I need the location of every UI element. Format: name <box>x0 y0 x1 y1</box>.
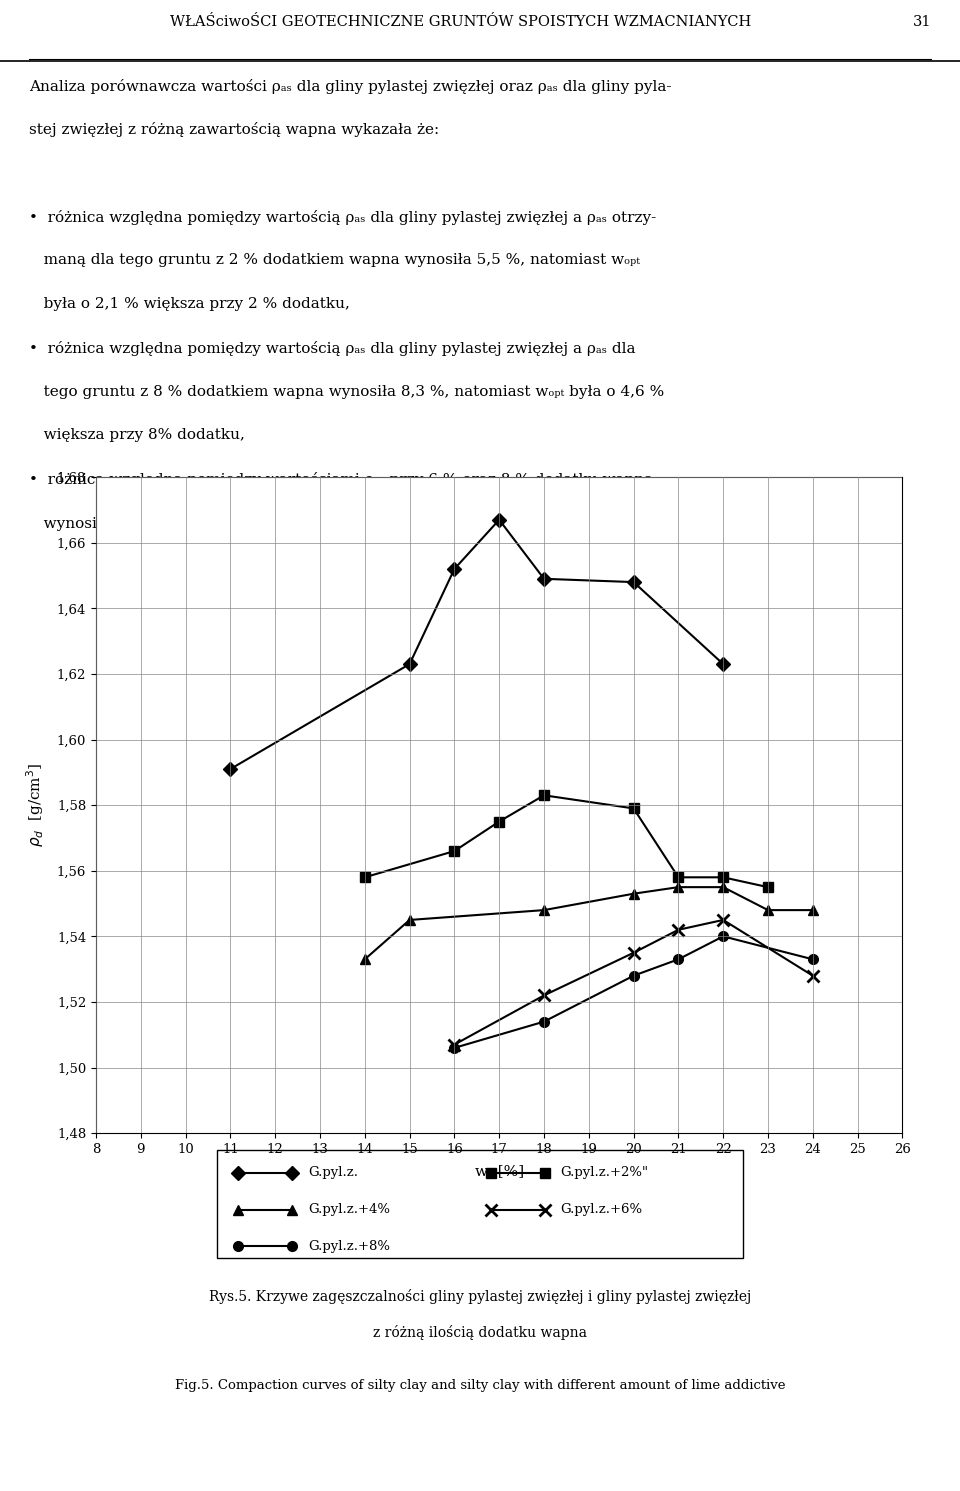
Text: •  różnica względna pomiędzy wartością ρₐₛ dla gliny pylastej zwięzłej a ρₐₛ otr: • różnica względna pomiędzy wartością ρₐ… <box>29 210 656 225</box>
Text: maną dla tego gruntu z 2 % dodatkiem wapna wynosiła 5,5 %, natomiast wₒₚₜ: maną dla tego gruntu z 2 % dodatkiem wap… <box>29 253 639 267</box>
Text: wynosiła 0,2 %, a różnica pomiędzy wartościami wₒₚₜ wynosiła 0,4 %.: wynosiła 0,2 %, a różnica pomiędzy warto… <box>29 516 576 531</box>
Text: G.pyl.z.+4%: G.pyl.z.+4% <box>308 1203 390 1217</box>
Text: Fig.5. Compaction curves of silty clay and silty clay with different amount of l: Fig.5. Compaction curves of silty clay a… <box>175 1379 785 1393</box>
Text: Analiza porównawcza wartości ρₐₛ dla gliny pylastej zwięzłej oraz ρₐₛ dla gliny : Analiza porównawcza wartości ρₐₛ dla gli… <box>29 79 671 94</box>
X-axis label: w  [%]: w [%] <box>474 1164 524 1178</box>
Text: 31: 31 <box>913 15 931 28</box>
Text: była o 2,1 % większa przy 2 % dodatku,: była o 2,1 % większa przy 2 % dodatku, <box>29 297 349 312</box>
Text: G.pyl.z.: G.pyl.z. <box>308 1166 358 1179</box>
Text: stej zwięzłej z różną zawartością wapna wykazała że:: stej zwięzłej z różną zawartością wapna … <box>29 122 439 137</box>
Text: G.pyl.z.+8%: G.pyl.z.+8% <box>308 1241 390 1252</box>
Text: tego gruntu z 8 % dodatkiem wapna wynosiła 8,3 %, natomiast wₒₚₜ była o 4,6 %: tego gruntu z 8 % dodatkiem wapna wynosi… <box>29 385 664 398</box>
Text: z różną ilością dodatku wapna: z różną ilością dodatku wapna <box>373 1325 587 1340</box>
Text: •  różnica względna pomiędzy wartościami ρₐₛ przy 6 % oraz 8 % dodatku wapna: • różnica względna pomiędzy wartościami … <box>29 473 653 488</box>
Text: WŁAŚciwoŚCI GEOTECHNICZNE GRUNTÓW SPOISTYCH WZMACNIANYCH: WŁAŚciwoŚCI GEOTECHNICZNE GRUNTÓW SPOIST… <box>170 15 752 28</box>
Y-axis label: $\rho_d$  [g/cm$^3$]: $\rho_d$ [g/cm$^3$] <box>24 763 46 847</box>
Text: •  różnica względna pomiędzy wartością ρₐₛ dla gliny pylastej zwięzłej a ρₐₛ dla: • różnica względna pomiędzy wartością ρₐ… <box>29 341 636 356</box>
Text: większa przy 8% dodatku,: większa przy 8% dodatku, <box>29 428 245 443</box>
Text: Rys.5. Krzywe zagęszczalności gliny pylastej zwięzłej i gliny pylastej zwięzłej: Rys.5. Krzywe zagęszczalności gliny pyla… <box>209 1290 751 1305</box>
Text: G.pyl.z.+6%: G.pyl.z.+6% <box>561 1203 643 1217</box>
Text: G.pyl.z.+2%": G.pyl.z.+2%" <box>561 1166 649 1179</box>
